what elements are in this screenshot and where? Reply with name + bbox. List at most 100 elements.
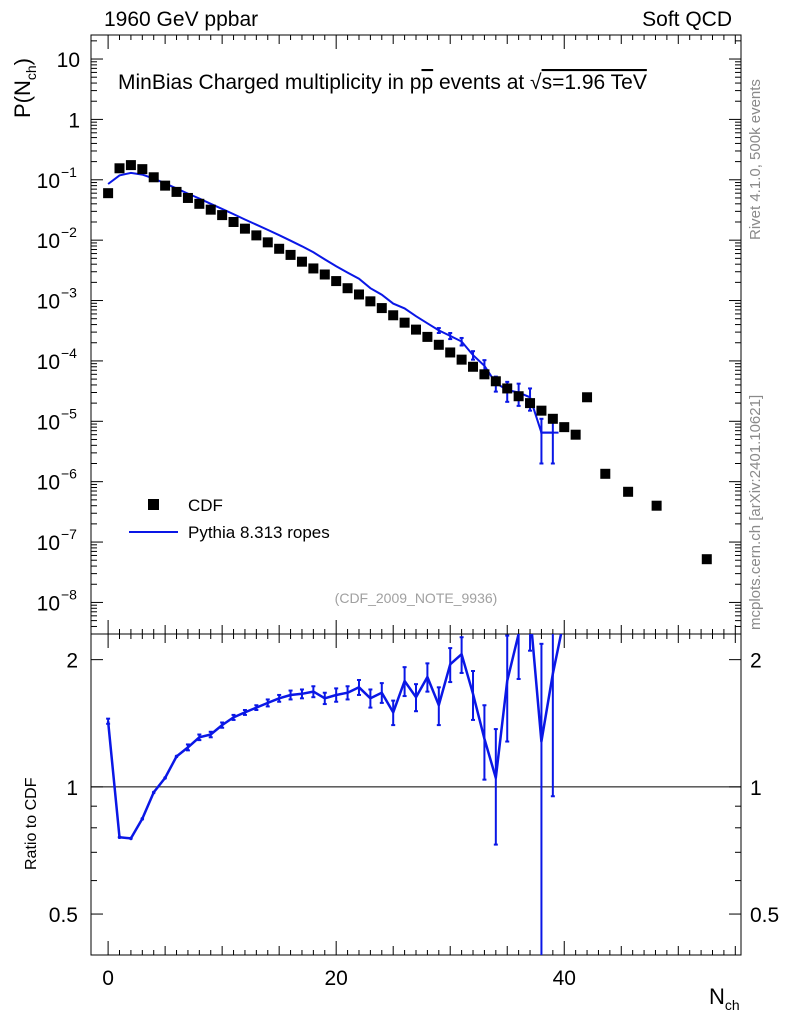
y-tick-label-value: 10 [57,49,80,72]
data-point [651,500,662,511]
data-point [600,468,611,479]
y-tick-label-mantissa: 10 [37,230,60,253]
legend-label-data: CDF [188,496,223,515]
data-point [490,376,501,387]
ratio-panel: 0 20 40 2 2 1 1 0.5 0.5 Ratio to CDF Nch [23,617,779,1013]
ratio-y-tick-label: 0.5 [49,904,78,927]
data-point [513,391,524,402]
ratio-point [151,790,156,795]
y-tick-label-exponent: −4 [61,345,77,361]
data-point [376,303,387,314]
y-tick-label: 1 [68,109,80,132]
y-tick-label: 10 −1 [37,164,78,193]
data-point [194,198,205,209]
x-tick-label: 0 [102,967,114,990]
data-point [125,160,136,171]
data-point [399,317,410,328]
data-point [536,405,547,416]
mc-line [107,171,553,434]
y-tick-label-exponent: −6 [61,466,77,482]
ratio-y-tick-label-right: 2 [750,650,762,673]
rivet-label: Rivet 4.1.0, 500k events [747,79,764,240]
data-point [559,422,570,433]
y-tick-label-mantissa: 10 [37,351,60,374]
data-point [262,237,273,248]
data-point [422,331,433,342]
mc-series [107,171,559,465]
legend: CDF Pythia 8.313 ropes [129,496,330,542]
legend-marker-data [148,499,159,510]
mcplots-label: mcplots.cern.ch [arXiv:2401.10621] [747,394,764,630]
data-point [114,163,125,174]
y-tick-label-exponent: −5 [61,405,77,421]
data-point [171,186,182,197]
y-tick-label: 10 −2 [37,224,78,253]
data-point [701,554,712,565]
y-tick-label-mantissa: 10 [37,411,60,434]
data-point [445,347,456,358]
data-point [182,192,193,203]
ratio-point [117,835,122,840]
analysis-watermark: (CDF_2009_NOTE_9936) [335,590,498,606]
data-point [296,256,307,267]
y-tick-label-exponent: −2 [61,224,77,240]
y-tick-label-mantissa: 10 [37,291,60,314]
data-point [365,296,376,307]
data-point [456,354,467,365]
data-point [285,249,296,260]
data-point [331,276,342,287]
data-point [308,263,319,274]
y-tick-label-mantissa: 10 [37,170,60,193]
y-tick-label: 10 [57,49,80,72]
ratio-point [562,617,566,621]
ratio-point [174,754,179,759]
y-tick-label-exponent: −7 [61,526,77,542]
data-point [525,398,536,409]
y-tick-label: 10 −5 [37,405,78,434]
data-point [205,204,216,215]
data-point [274,243,285,254]
data-point [547,413,558,424]
x-tick-label: 40 [553,967,576,990]
ratio-point [129,836,133,841]
data-point [570,429,581,440]
data-point [103,188,114,199]
data-point [137,164,148,175]
data-point [582,392,593,403]
y-tick-label: 10 −7 [37,526,78,555]
data-point [623,486,634,497]
ratio-frame [90,633,742,956]
data-point [411,324,421,335]
header-right: Soft QCD [642,8,732,31]
y-tick-label: 10 −8 [37,586,78,615]
data-point [388,310,399,321]
data-point [319,269,330,280]
x-axis-label: Nch [709,984,740,1013]
data-point [468,361,479,372]
ratio-y-axis-label: Ratio to CDF [23,777,40,870]
ratio-series [106,617,566,955]
data-point [502,383,513,394]
x-tick-label: 20 [324,967,347,990]
ratio-y-tick-label-right: 1 [750,777,762,800]
y-axis-label: P(Nch) [10,58,39,118]
data-point [433,339,444,350]
chart-title: MinBias Charged multiplicity in pp event… [118,71,647,94]
ratio-y-tick-label-right: 0.5 [750,904,779,927]
ratio-point [140,817,145,821]
data-point [148,172,159,183]
ratio-point [163,776,167,780]
data-point [342,283,353,294]
data-series [103,160,712,565]
y-tick-label-mantissa: 10 [37,592,60,615]
header-left: 1960 GeV ppbar [104,8,259,31]
legend-label-mc: Pythia 8.313 ropes [188,523,330,542]
y-tick-label: 10 −4 [37,345,78,374]
data-point [239,223,250,234]
data-point [251,230,262,241]
data-point [479,369,490,380]
y-tick-label-exponent: −1 [61,164,77,180]
ratio-y-tick-label: 2 [66,650,78,673]
